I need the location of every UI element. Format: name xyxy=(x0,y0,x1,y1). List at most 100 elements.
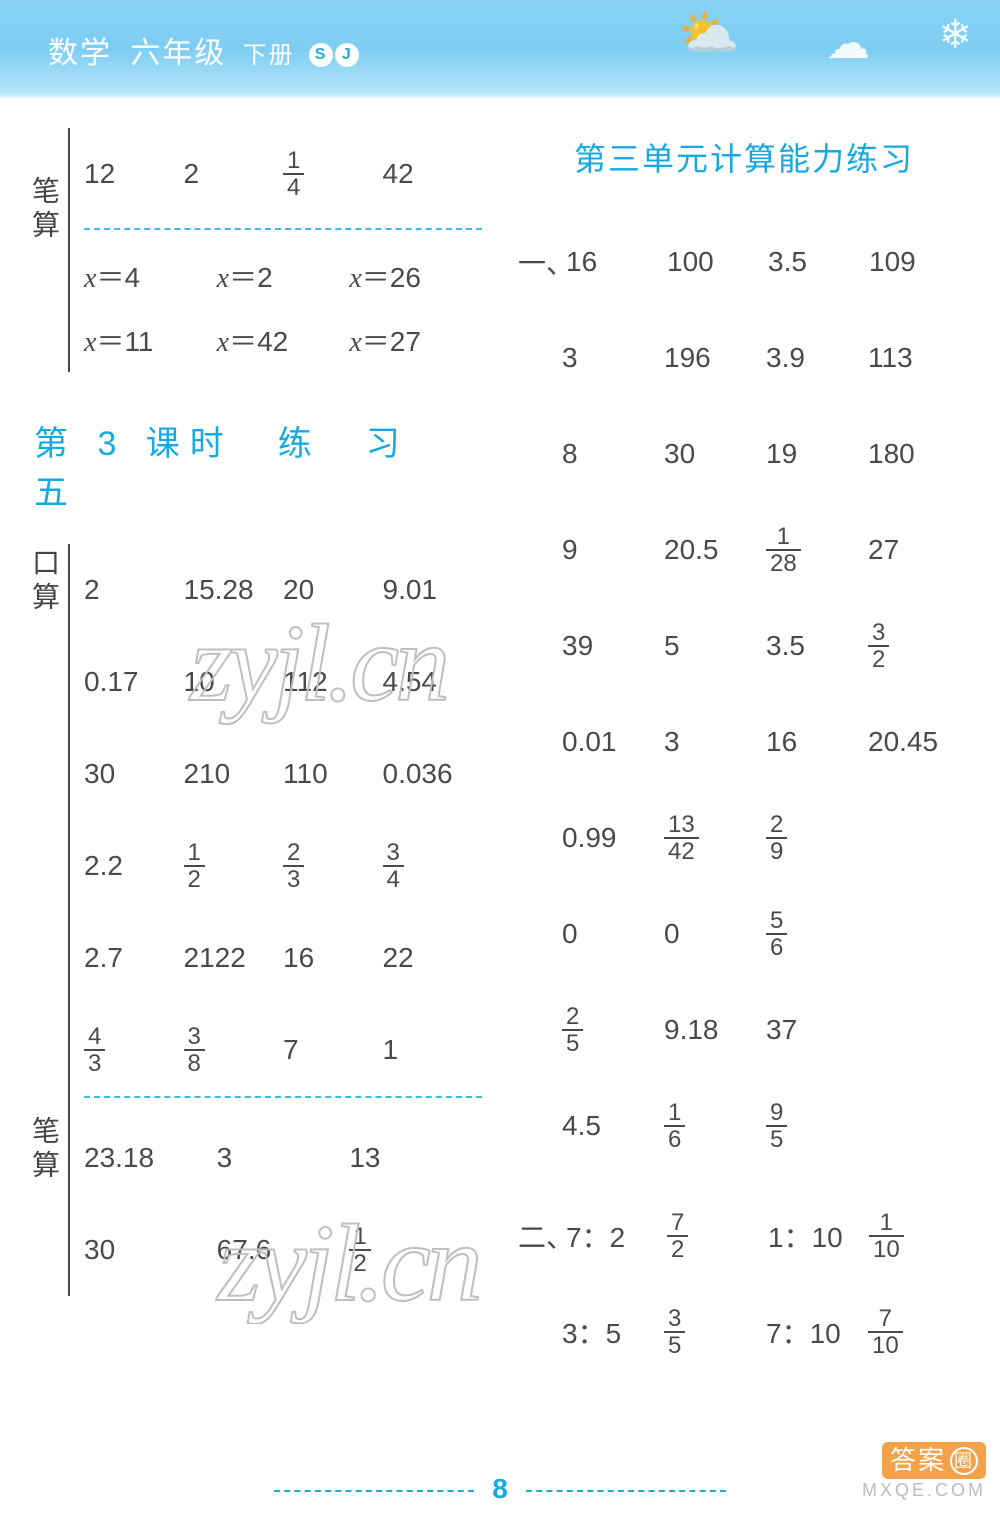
table-cell: 7：2 xyxy=(566,1216,667,1256)
page-number-value: 8 xyxy=(492,1473,508,1504)
table-cell: 110 xyxy=(869,1210,970,1262)
table-row: 259.1837 xyxy=(518,982,970,1078)
table-cell: 2122 xyxy=(184,942,284,974)
equation-cell: x＝11 xyxy=(84,320,217,360)
table-row: 4.51695 xyxy=(518,1078,970,1174)
table-cell: 180 xyxy=(868,438,970,470)
bisuan-bottom-block: 笔算 23.183133067.612 xyxy=(30,1096,482,1296)
table-cell: 12 xyxy=(84,158,184,190)
table-cell: 9.01 xyxy=(383,574,483,606)
answers-part2: 二、7：2721：101103：5357：10710 xyxy=(518,1188,970,1380)
table-cell: 23.18 xyxy=(84,1142,217,1174)
unit-title: 第三单元计算能力练习 xyxy=(518,134,970,180)
table-cell: 30 xyxy=(84,1234,217,1266)
table-cell: 20.45 xyxy=(868,726,970,758)
table-cell: 3.5 xyxy=(768,246,869,278)
table-cell: 3.5 xyxy=(766,630,868,662)
table-cell: 34 xyxy=(383,840,483,892)
table-row: 二、7：2721：10110 xyxy=(518,1188,970,1284)
table-cell: 9 xyxy=(562,534,664,566)
table-cell: 2.2 xyxy=(84,850,184,882)
top-banner: 数学 六年级 下册 S J ⛅ ☁ ❄ xyxy=(0,0,1000,98)
table-cell: 16 xyxy=(664,1100,766,1152)
equation-cell: x＝26 xyxy=(349,256,482,296)
table-cell: 3 xyxy=(664,726,766,758)
bisuan-label: 笔算 xyxy=(30,176,58,244)
table-cell: 16 xyxy=(566,246,667,278)
table-cell: 0.036 xyxy=(383,758,483,790)
table-cell: 112 xyxy=(283,666,383,698)
table-cell: 3 xyxy=(217,1142,350,1174)
table-row: 920.512827 xyxy=(518,502,970,598)
table-row: 31963.9113 xyxy=(518,310,970,406)
table-cell: 7：10 xyxy=(766,1312,868,1352)
equation-cell: x＝2 xyxy=(217,256,350,296)
table-cell: 0.99 xyxy=(562,822,664,854)
table-row: 3953.532 xyxy=(518,598,970,694)
table-row: 3067.612 xyxy=(84,1204,482,1296)
table-cell: 43 xyxy=(84,1024,184,1076)
table-row: 0.0131620.45 xyxy=(518,694,970,790)
table-cell: 1：10 xyxy=(768,1216,869,1256)
table-cell: 0 xyxy=(562,918,664,950)
table-row: 2.721221622 xyxy=(84,912,482,1004)
table-cell: 56 xyxy=(766,908,868,960)
table-cell: 38 xyxy=(184,1024,284,1076)
table-cell: 113 xyxy=(868,342,970,374)
table-row: 一、161003.5109 xyxy=(518,214,970,310)
table-cell: 196 xyxy=(664,342,766,374)
table-cell: 67.6 xyxy=(217,1234,350,1266)
page-content: 笔算 1221442 x＝4x＝2x＝26 x＝11x＝42x＝27 第 3 课… xyxy=(0,98,1000,1380)
table-cell: 30 xyxy=(84,758,184,790)
table-row: 23.18313 xyxy=(84,1112,482,1204)
right-column: 第三单元计算能力练习 一、161003.510931963.9113830191… xyxy=(500,128,970,1380)
cloud-icon: ☁ xyxy=(826,18,870,69)
table-row: 3：5357：10710 xyxy=(518,1284,970,1380)
left-column: 笔算 1221442 x＝4x＝2x＝26 x＝11x＝42x＝27 第 3 课… xyxy=(30,128,500,1380)
table-row: 302101100.036 xyxy=(84,728,482,820)
table-cell: 3：5 xyxy=(562,1312,664,1352)
table-cell: 0.17 xyxy=(84,666,184,698)
table-cell: 32 xyxy=(868,620,970,672)
table-cell: 30 xyxy=(664,438,766,470)
stamp-main: 答案 xyxy=(890,1445,946,1475)
table-cell: 2.7 xyxy=(84,942,184,974)
table-cell: 19 xyxy=(766,438,868,470)
table-cell: 13 xyxy=(349,1142,482,1174)
table-row: 433871 xyxy=(84,1004,482,1096)
table-cell: 100 xyxy=(667,246,768,278)
snowflake-icon: ❄ xyxy=(938,12,972,58)
section-lead: 一、 xyxy=(518,242,562,282)
table-cell: 20 xyxy=(283,574,383,606)
kousuan-label: 口算 xyxy=(30,548,58,616)
table-cell: 4.54 xyxy=(383,666,483,698)
bisuan-top-block: 笔算 1221442 x＝4x＝2x＝26 x＝11x＝42x＝27 xyxy=(30,128,482,372)
table-cell: 23 xyxy=(283,840,383,892)
table-row: 0.99134229 xyxy=(518,790,970,886)
table-row: 83019180 xyxy=(518,406,970,502)
table-cell: 110 xyxy=(283,758,383,790)
volume-text: 下册 xyxy=(243,42,295,69)
section-lead-2: 二、 xyxy=(518,1216,562,1256)
table-row: 0056 xyxy=(518,886,970,982)
subject-text: 数学 xyxy=(48,37,112,70)
table-cell: 8 xyxy=(562,438,664,470)
table-row: 2.2122334 xyxy=(84,820,482,912)
table-cell: 95 xyxy=(766,1100,868,1152)
sun-cloud-icon: ⛅ xyxy=(678,4,740,63)
table-cell: 35 xyxy=(664,1306,766,1358)
badge-j: J xyxy=(335,43,359,67)
table-cell: 1342 xyxy=(664,812,766,864)
bisuan-label-2: 笔算 xyxy=(30,1116,58,1184)
table-cell: 29 xyxy=(766,812,868,864)
kousuan-block: 口算 215.28209.010.17101124.54302101100.03… xyxy=(30,544,482,1096)
table-cell: 42 xyxy=(383,158,483,190)
table-cell: 7 xyxy=(283,1034,383,1066)
table-cell: 710 xyxy=(868,1306,970,1358)
dashed-divider xyxy=(84,1096,482,1098)
table-cell: 37 xyxy=(766,1014,868,1046)
table-row: 0.17101124.54 xyxy=(84,636,482,728)
table-cell: 128 xyxy=(766,524,868,576)
table-cell: 0.01 xyxy=(562,726,664,758)
table-cell: 5 xyxy=(664,630,766,662)
